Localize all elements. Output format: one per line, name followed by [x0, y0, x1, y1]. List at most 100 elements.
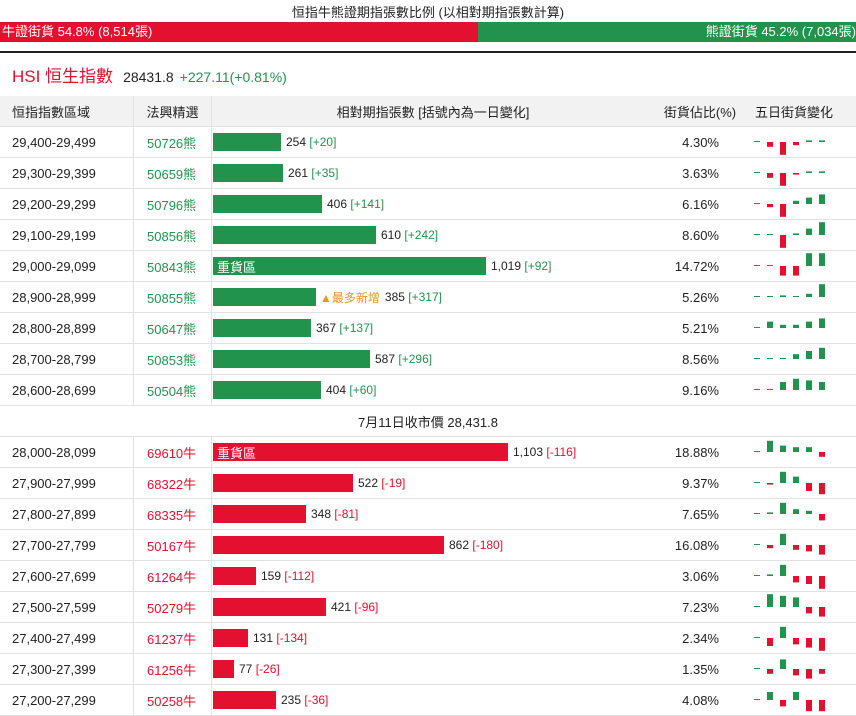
contracts-label: 385 [+317]	[385, 290, 442, 304]
contracts-value: 610	[381, 228, 402, 242]
sparkline-bar	[780, 324, 786, 328]
table-row: 29,100-29,199 50856熊 610 [+242] 8.60%	[0, 220, 856, 251]
sparkline-bar	[819, 452, 825, 457]
warrant-code-link[interactable]: 61256牛	[133, 654, 212, 684]
warrant-code-link[interactable]: 61237牛	[133, 623, 212, 653]
sparkline-bar	[767, 296, 773, 297]
warrant-code-link[interactable]: 50843熊	[133, 251, 212, 281]
table-row: 27,400-27,499 61237牛 131 [-134] 2.34%	[0, 623, 856, 654]
warrant-code-link[interactable]: 50856熊	[133, 220, 212, 250]
contracts-label: 862 [-180]	[449, 538, 503, 552]
sparkline-chart	[754, 253, 825, 276]
contracts-label: 77 [-26]	[239, 662, 280, 676]
most-added-note: ▲最多新增	[320, 290, 380, 305]
contracts-label: 610 [+242]	[381, 228, 438, 242]
sparkline-bar	[754, 327, 760, 328]
ratio-bar: 牛證街貨 54.8% (8,514張) 熊證街貨 45.2% (7,034張)	[0, 22, 856, 42]
daily-change: [+20]	[309, 135, 337, 149]
contracts-label: 131 [-134]	[253, 631, 307, 645]
warrant-code-link[interactable]: 61264牛	[133, 561, 212, 591]
sparkline-chart	[754, 171, 825, 186]
heavy-zone-tag: 重貨區	[217, 445, 257, 461]
daily-change: [-96]	[354, 600, 379, 614]
five-day-sparkline	[744, 158, 836, 188]
sparkline-chart	[754, 659, 825, 679]
index-header: HSI 恒生指數 28431.8 +227.11(+0.81%)	[12, 62, 287, 86]
sparkline-bar	[780, 358, 786, 359]
sparkline-bar	[793, 669, 799, 676]
warrant-code-link[interactable]: 50659熊	[133, 158, 212, 188]
sparkline-chart	[754, 194, 825, 217]
sparkline-bar	[767, 692, 773, 700]
contracts-cell: 77 [-26]	[213, 654, 653, 684]
sparkline-bar	[793, 266, 799, 276]
share-cell: 3.63%	[682, 165, 719, 181]
sparkline-bar	[780, 564, 786, 576]
five-day-sparkline	[744, 654, 836, 684]
sparkline-bar	[806, 483, 812, 491]
sparkline-bar	[754, 141, 760, 142]
range-cell: 28,800-28,899	[12, 320, 96, 336]
share-cell: 7.65%	[682, 506, 719, 522]
contracts-bar	[213, 474, 353, 492]
index-name[interactable]: HSI 恒生指數	[12, 67, 114, 86]
sparkline-bar	[767, 234, 773, 235]
contracts-cell: 254 [+20]	[213, 127, 653, 157]
warrant-code-link[interactable]: 50279牛	[133, 592, 212, 622]
sparkline-bar	[780, 533, 786, 545]
sparkline-bar	[767, 440, 773, 452]
sparkline-bar	[806, 545, 812, 552]
range-cell: 28,700-28,799	[12, 351, 96, 367]
sparkline-chart	[754, 564, 825, 589]
sparkline-bar	[793, 476, 799, 483]
sparkline-bar	[780, 235, 786, 248]
warrant-code-link[interactable]: 50855熊	[133, 282, 212, 312]
sparkline-bar	[780, 502, 786, 514]
warrant-code-link[interactable]: 50853熊	[133, 344, 212, 374]
contracts-bar	[213, 288, 316, 306]
contracts-label: 1,103 [-116]	[513, 445, 576, 459]
warrant-code-link[interactable]: 69610牛	[133, 437, 212, 467]
sparkline-bar	[806, 607, 812, 614]
contracts-cell: 367 [+137]	[213, 313, 653, 343]
sparkline-bar	[793, 509, 799, 514]
daily-change: [+141]	[350, 197, 385, 211]
warrant-code-link[interactable]: 50167牛	[133, 530, 212, 560]
contracts-label: 522 [-19]	[358, 476, 405, 490]
sparkline-bar	[780, 382, 786, 390]
five-day-sparkline	[744, 623, 836, 653]
contracts-label: 235 [-36]	[281, 693, 328, 707]
table-row: 27,700-27,799 50167牛 862 [-180] 16.08%	[0, 530, 856, 561]
sparkline-bar	[819, 382, 825, 390]
sparkline-bar	[806, 253, 812, 266]
share-cell: 18.88%	[674, 444, 719, 460]
table-row: 29,200-29,299 50796熊 406 [+141] 6.16%	[0, 189, 856, 220]
sparkline-chart	[754, 284, 825, 297]
five-day-sparkline	[744, 220, 836, 250]
five-day-sparkline	[744, 189, 836, 219]
warrant-code-link[interactable]: 50258牛	[133, 685, 212, 715]
sparkline-bar	[793, 354, 799, 359]
sparkline-bar	[819, 545, 825, 555]
warrant-code-link[interactable]: 50647熊	[133, 313, 212, 343]
bull-rows: 28,000-28,099 69610牛 重貨區 1,103 [-116] 18.88%…	[0, 437, 856, 716]
sparkline-bar	[793, 233, 799, 235]
sparkline-bar	[806, 380, 812, 390]
warrant-code-link[interactable]: 50504熊	[133, 375, 212, 405]
share-cell: 5.26%	[682, 289, 719, 305]
warrant-code-link[interactable]: 50796熊	[133, 189, 212, 219]
warrant-code-link[interactable]: 68322牛	[133, 468, 212, 498]
contracts-value: 421	[331, 600, 352, 614]
table-row: 27,500-27,599 50279牛 421 [-96] 7.23%	[0, 592, 856, 623]
contracts-bar	[213, 536, 444, 554]
contracts-cell: 862 [-180]	[213, 530, 653, 560]
table-row: 27,900-27,999 68322牛 522 [-19] 9.37%	[0, 468, 856, 499]
sparkline-bar	[780, 266, 786, 276]
warrant-code-link[interactable]: 68335牛	[133, 499, 212, 529]
contracts-bar	[213, 691, 276, 709]
contracts-cell: ▲最多新增 385 [+317]	[213, 282, 653, 312]
sparkline-bar	[819, 576, 825, 589]
sparkline-bar	[819, 284, 825, 297]
sparkline-bar	[806, 669, 812, 679]
warrant-code-link[interactable]: 50726熊	[133, 127, 212, 157]
